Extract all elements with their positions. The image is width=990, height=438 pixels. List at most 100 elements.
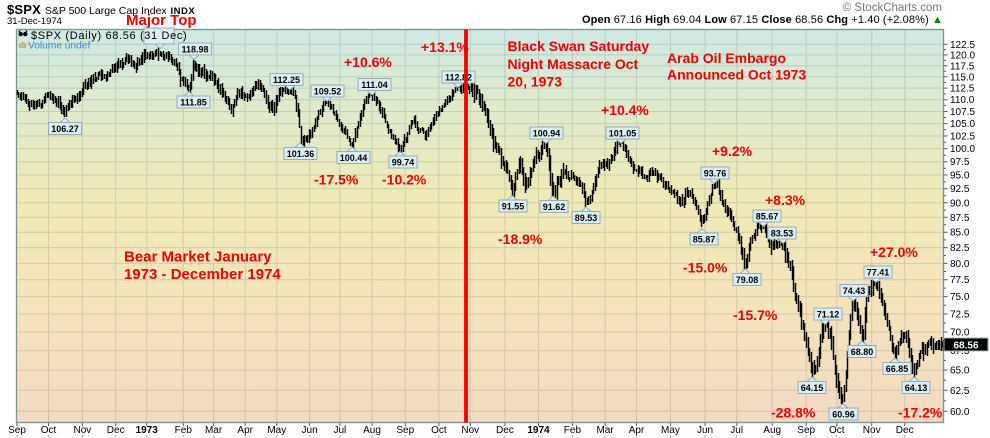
svg-text:-10.2%: -10.2% [382, 172, 427, 188]
svg-text:-17.2%: -17.2% [898, 405, 943, 421]
svg-text:106.27: 106.27 [51, 124, 79, 134]
svg-text:Dec: Dec [896, 425, 914, 436]
svg-text:Aug: Aug [363, 425, 381, 436]
svg-text:Bear Market January: Bear Market January [124, 249, 272, 266]
svg-text:1974: 1974 [527, 425, 550, 436]
svg-text:62.5: 62.5 [950, 386, 970, 397]
svg-text:Dec: Dec [496, 425, 514, 436]
svg-text:+27.0%: +27.0% [870, 244, 918, 260]
svg-text:85.67: 85.67 [756, 212, 779, 222]
svg-text:-15.7%: -15.7% [733, 307, 778, 323]
svg-text:Jul: Jul [334, 425, 347, 436]
svg-text:1973 - December 1974: 1973 - December 1974 [124, 266, 281, 283]
svg-text:100.94: 100.94 [533, 129, 561, 139]
svg-text:72.5: 72.5 [950, 310, 970, 321]
svg-text:+9.2%: +9.2% [712, 143, 753, 159]
svg-text:83.53: 83.53 [771, 229, 794, 239]
svg-text:112.5: 112.5 [950, 84, 975, 95]
svg-text:92.5: 92.5 [950, 184, 970, 195]
svg-text:111.04: 111.04 [361, 80, 388, 90]
svg-text:Feb: Feb [175, 425, 193, 436]
svg-text:77.41: 77.41 [867, 268, 890, 278]
svg-text:Apr: Apr [237, 425, 253, 436]
svg-text:66.85: 66.85 [886, 364, 909, 374]
svg-text:101.05: 101.05 [609, 129, 637, 139]
svg-text:95.0: 95.0 [950, 171, 970, 182]
svg-text:74.43: 74.43 [843, 286, 866, 296]
svg-text:77.5: 77.5 [950, 275, 970, 286]
svg-text:109.52: 109.52 [314, 87, 342, 97]
svg-text:Mar: Mar [596, 425, 614, 436]
svg-text:85.0: 85.0 [950, 228, 970, 239]
svg-text:Jun: Jun [697, 425, 713, 436]
svg-text:91.62: 91.62 [543, 202, 566, 212]
svg-text:-15.0%: -15.0% [683, 260, 728, 276]
svg-text:-18.9%: -18.9% [498, 231, 543, 247]
svg-text:115.0: 115.0 [950, 72, 975, 83]
svg-text:+10.6%: +10.6% [344, 54, 392, 70]
svg-text:122.5: 122.5 [950, 40, 975, 51]
svg-text:-17.5%: -17.5% [314, 172, 359, 188]
svg-text:60.0: 60.0 [950, 407, 970, 418]
svg-text:85.87: 85.87 [693, 235, 716, 245]
svg-text:Jul: Jul [730, 425, 743, 436]
svg-text:64.13: 64.13 [905, 383, 928, 393]
svg-text:100.44: 100.44 [340, 153, 368, 163]
svg-text:71.12: 71.12 [817, 310, 840, 320]
svg-text:67.5: 67.5 [950, 346, 970, 357]
svg-text:117.5: 117.5 [950, 61, 975, 72]
svg-text:Dec: Dec [107, 425, 125, 436]
svg-text:Sep: Sep [8, 425, 26, 436]
svg-text:1973: 1973 [136, 425, 159, 436]
svg-text:87.5: 87.5 [950, 213, 970, 224]
svg-text:Black Swan Saturday: Black Swan Saturday [508, 38, 650, 54]
svg-text:Mar: Mar [205, 425, 223, 436]
svg-text:120.0: 120.0 [950, 50, 975, 61]
svg-text:Oct: Oct [41, 425, 57, 436]
svg-text:Oct: Oct [829, 425, 845, 436]
svg-text:89.53: 89.53 [575, 213, 598, 223]
svg-text:112.25: 112.25 [273, 75, 300, 85]
svg-text:May: May [661, 425, 680, 436]
svg-text:+13.1%: +13.1% [421, 39, 469, 55]
svg-text:102.5: 102.5 [950, 132, 975, 143]
svg-text:91.55: 91.55 [502, 202, 525, 212]
svg-text:$SPX (Daily) 68.56 (31 Dec): $SPX (Daily) 68.56 (31 Dec) [31, 30, 187, 42]
svg-text:Announced Oct 1973: Announced Oct 1973 [667, 67, 806, 83]
svg-text:64.15: 64.15 [801, 383, 824, 393]
svg-text:107.5: 107.5 [950, 107, 975, 118]
svg-text:May: May [267, 425, 286, 436]
svg-text:Oct: Oct [431, 425, 447, 436]
svg-text:112.82: 112.82 [445, 73, 472, 83]
svg-text:80.0: 80.0 [950, 259, 970, 270]
svg-text:Feb: Feb [564, 425, 582, 436]
svg-text:75.0: 75.0 [950, 292, 970, 303]
svg-text:90.0: 90.0 [950, 198, 970, 209]
svg-text:101.36: 101.36 [287, 149, 315, 159]
svg-text:68.56: 68.56 [953, 341, 978, 352]
svg-text:65.0: 65.0 [950, 366, 970, 377]
svg-text:100.0: 100.0 [950, 144, 975, 155]
svg-text:Night Massacre Oct: Night Massacre Oct [508, 56, 639, 72]
svg-text:68.80: 68.80 [851, 347, 874, 357]
svg-text:Aug: Aug [763, 425, 781, 436]
svg-text:+8.3%: +8.3% [765, 192, 806, 208]
svg-text:Sep: Sep [396, 425, 414, 436]
svg-text:Nov: Nov [74, 425, 92, 436]
svg-text:105.0: 105.0 [950, 119, 975, 130]
svg-text:+10.4%: +10.4% [601, 102, 649, 118]
svg-text:110.0: 110.0 [950, 95, 975, 106]
svg-text:Nov: Nov [461, 425, 479, 436]
svg-text:Volume undef: Volume undef [28, 41, 90, 52]
svg-text:70.0: 70.0 [950, 328, 970, 339]
svg-text:-28.8%: -28.8% [771, 405, 816, 421]
svg-text:111.85: 111.85 [180, 98, 207, 108]
svg-text:Arab Oil Embargo: Arab Oil Embargo [667, 50, 786, 66]
svg-text:118.98: 118.98 [181, 45, 208, 55]
svg-text:97.5: 97.5 [950, 157, 970, 168]
svg-text:79.08: 79.08 [736, 275, 759, 285]
svg-text:99.74: 99.74 [392, 158, 415, 168]
svg-text:93.76: 93.76 [704, 169, 727, 179]
svg-text:20, 1973: 20, 1973 [508, 74, 563, 90]
svg-text:60.96: 60.96 [832, 410, 855, 420]
